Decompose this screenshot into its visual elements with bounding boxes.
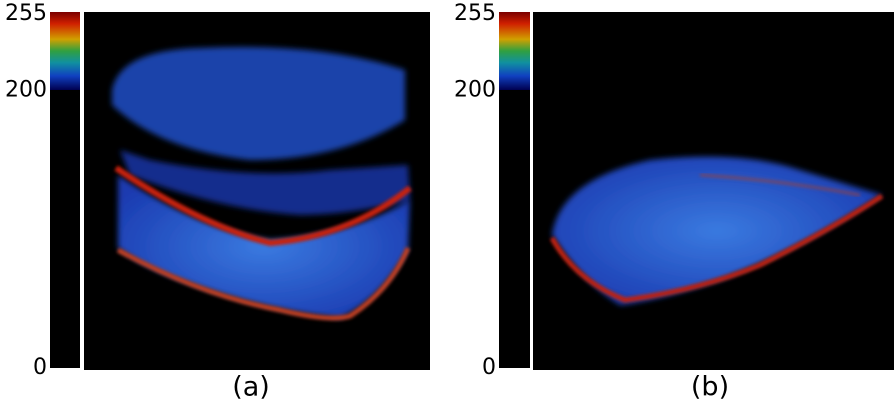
caption: (b) [691, 372, 729, 403]
colorbar-gradient [499, 12, 530, 90]
colorbar-tick-label: 0 [33, 355, 47, 380]
panel-b [499, 12, 894, 370]
caption: (a) [232, 372, 270, 403]
panel-a [50, 12, 430, 370]
colorbar-tick-label: 255 [454, 1, 496, 26]
colorbar-tick-label: 200 [5, 77, 47, 102]
colorbar-gradient [50, 12, 80, 90]
render-volume [552, 156, 882, 305]
colorbar-tick-label: 200 [454, 77, 496, 102]
colorbar-tick-label: 255 [5, 1, 47, 26]
colorbar-tick-label: 0 [482, 355, 496, 380]
